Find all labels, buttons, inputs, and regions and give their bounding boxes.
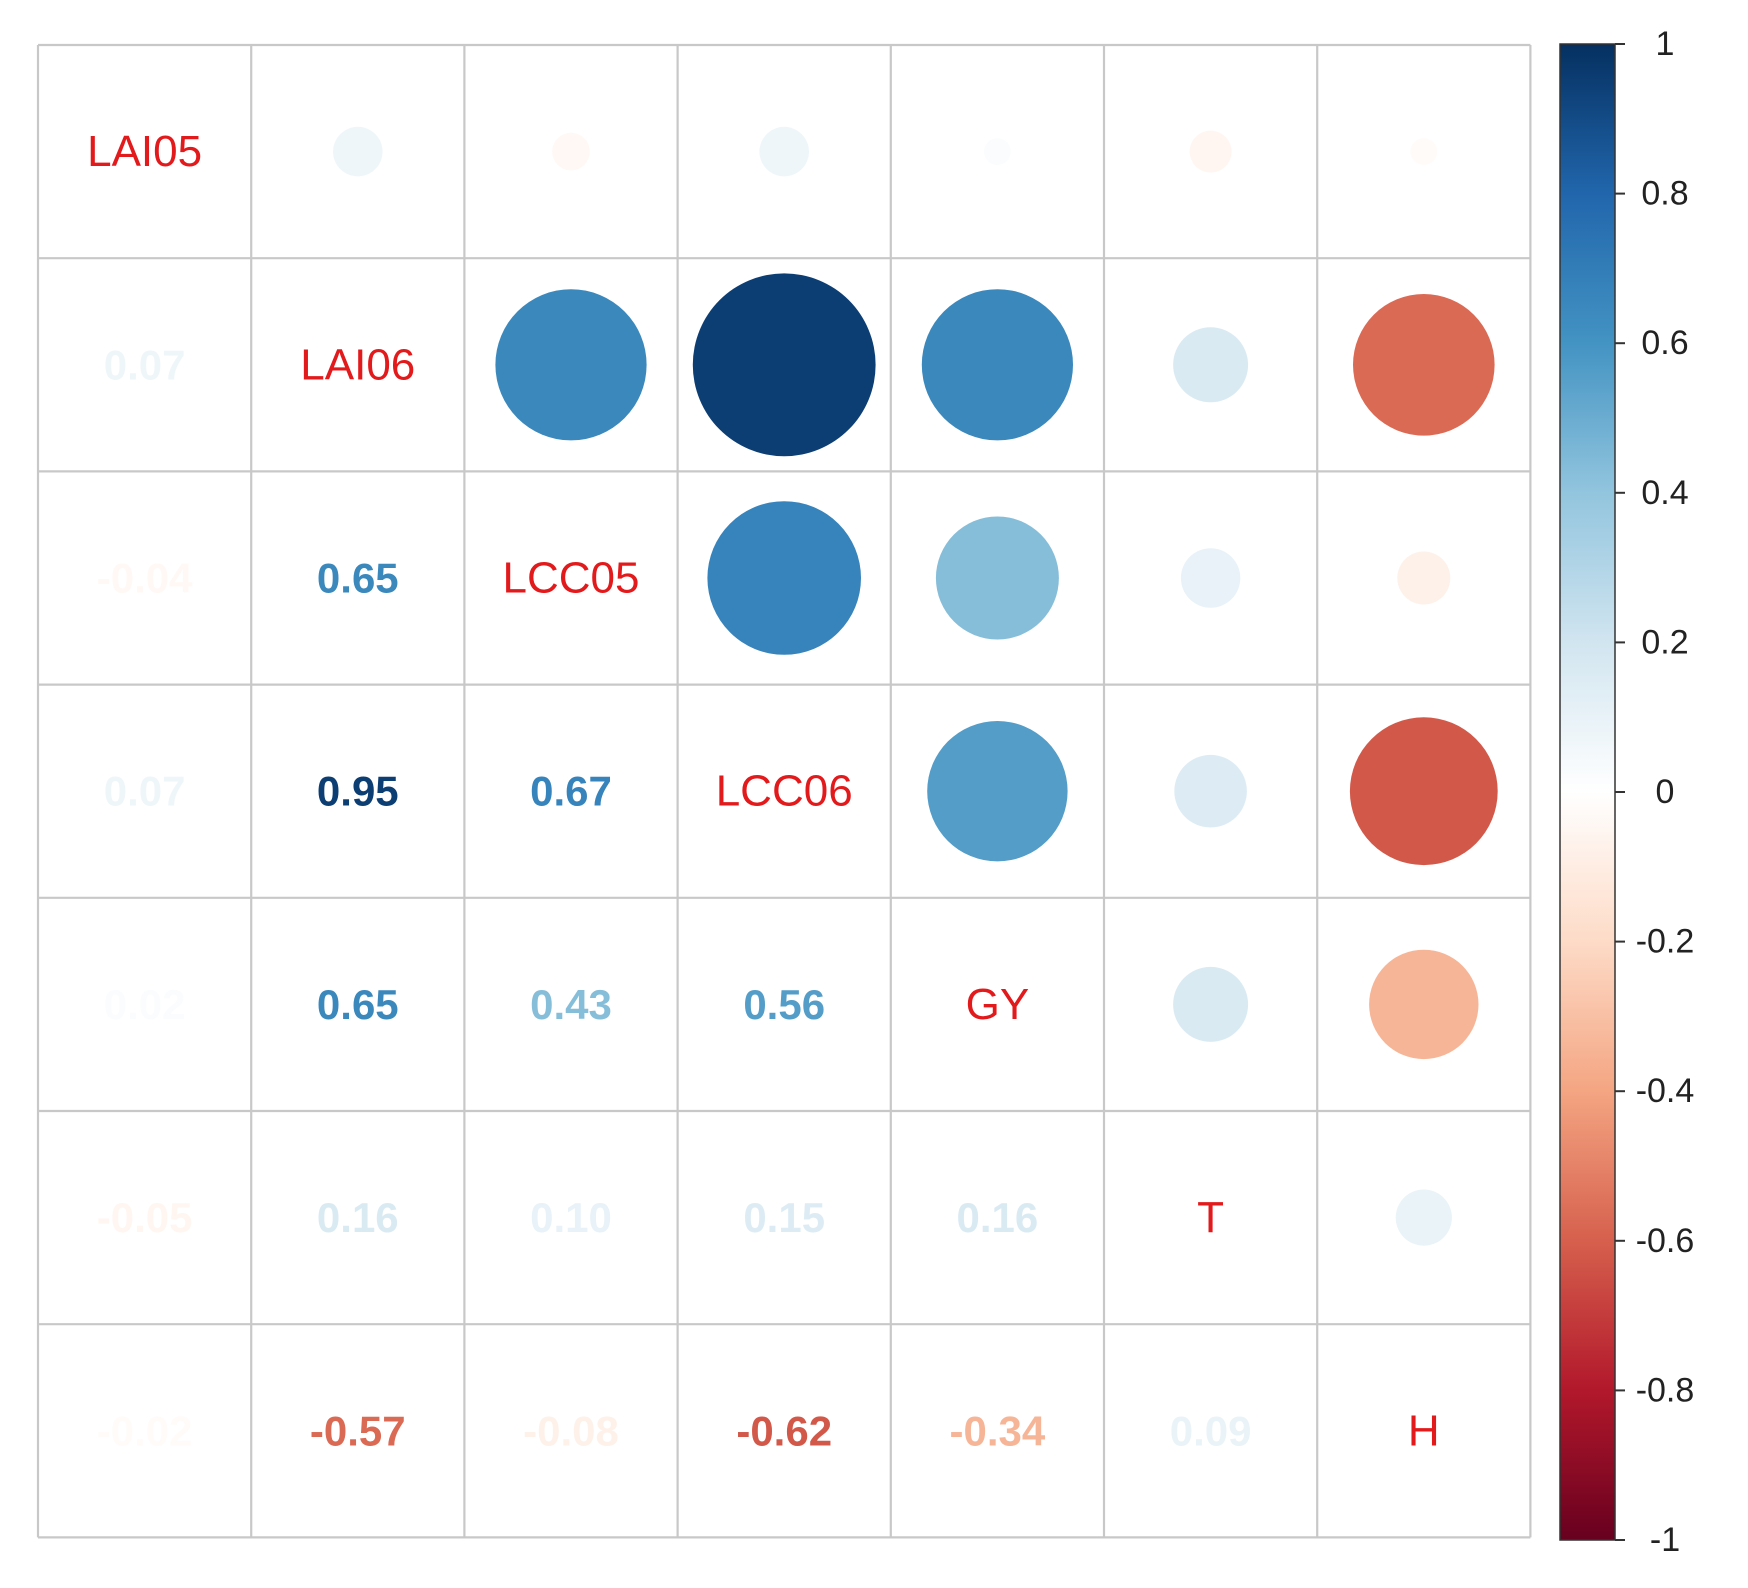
colorbar: 1 0.8 0.6 0.4 0.2 0 -0.2 -0.4 -0.6 -0.8 -1 (1559, 25, 1695, 1559)
corr-circle-lai06-t (1173, 327, 1249, 403)
corr-value-gy-lai05: 0.02 (104, 981, 186, 1028)
corr-value-gy-lcc06: 0.56 (743, 981, 825, 1028)
corr-circle-lai06-lcc06 (692, 273, 876, 457)
corr-value-t-gy: 0.16 (957, 1194, 1039, 1241)
corr-value-lcc06-lcc05: 0.67 (530, 768, 612, 815)
corr-circle-lai05-gy (984, 138, 1011, 165)
corr-circle-lai05-lcc06 (759, 126, 809, 177)
corr-circle-lai06-lcc05 (495, 289, 647, 441)
corr-circle-lcc05-t (1180, 548, 1241, 608)
corr-circle-lcc06-h (1349, 717, 1498, 866)
diagonal-label-lai06: LAI06 (300, 340, 415, 389)
corr-circle-lai05-lai06 (333, 126, 383, 177)
corr-value-t-lai05: -0.05 (97, 1194, 193, 1241)
corr-value-h-lai06: -0.57 (310, 1407, 406, 1454)
corr-circle-lcc06-gy (927, 721, 1068, 862)
corr-value-lcc06-lai05: 0.07 (104, 768, 186, 815)
diagonal-label-t: T (1197, 1193, 1224, 1242)
corr-value-h-lcc05: -0.08 (523, 1407, 619, 1454)
corr-circle-lcc06-t (1174, 754, 1247, 828)
corr-circle-lai06-h (1353, 294, 1495, 436)
diagonal-label-gy: GY (966, 980, 1030, 1029)
corr-circle-lai06-gy (921, 289, 1073, 441)
colorbar-tick-label: -0.4 (1636, 1072, 1695, 1110)
corr-circle-lai05-h (1410, 138, 1438, 165)
colorbar-tick-label: -0.2 (1636, 923, 1695, 961)
corr-circle-lcc05-lcc06 (707, 501, 861, 655)
corr-value-lcc05-lai05: -0.04 (97, 555, 193, 602)
diagonal-label-lai05: LAI05 (87, 127, 202, 176)
corr-value-t-lcc06: 0.15 (743, 1194, 825, 1241)
colorbar-gradient (1559, 43, 1616, 1541)
corr-value-h-gy: -0.34 (950, 1407, 1046, 1454)
colorbar-tick-label: -0.8 (1636, 1371, 1695, 1409)
colorbar-tick-label: 0.2 (1641, 623, 1688, 661)
colorbar-tick-label: 0.4 (1641, 474, 1688, 512)
colorbar-tick-label: 0.6 (1641, 324, 1688, 362)
corr-value-h-lcc06: -0.62 (736, 1407, 832, 1454)
diagonal-label-lcc06: LCC06 (716, 767, 853, 816)
corr-value-gy-lcc05: 0.43 (530, 981, 612, 1028)
corr-value-t-lai06: 0.16 (317, 1194, 399, 1241)
colorbar-tick-label: 1 (1656, 25, 1675, 63)
matrix-cells: LAI05 0.07 LAI06 -0.04 0.65 LCC05 0.07 0.95 0.67… (87, 126, 1498, 1455)
colorbar-tick-label: 0.8 (1641, 175, 1688, 213)
colorbar-tick-label: -1 (1650, 1521, 1680, 1559)
corr-value-t-lcc05: 0.10 (530, 1194, 612, 1241)
corr-value-gy-lai06: 0.65 (317, 981, 399, 1028)
colorbar-tick-label: -0.6 (1636, 1222, 1695, 1260)
corr-value-lcc06-lai06: 0.95 (317, 768, 399, 815)
corr-circle-t-h (1395, 1189, 1452, 1246)
corr-circle-lai05-lcc05 (552, 132, 590, 171)
colorbar-tick-label: 0 (1656, 773, 1675, 811)
diagonal-label-lcc05: LCC05 (503, 554, 640, 603)
corr-value-h-lai05: -0.02 (97, 1407, 193, 1454)
corr-circle-lcc05-gy (935, 516, 1059, 640)
corr-value-lcc05-lai06: 0.65 (317, 555, 399, 602)
corr-circle-gy-t (1173, 966, 1249, 1042)
corr-circle-lai05-t (1189, 130, 1232, 173)
corr-value-lai06-lai05: 0.07 (104, 341, 186, 388)
matrix-grid (36, 43, 1532, 1539)
corr-value-h-t: 0.09 (1170, 1407, 1252, 1454)
corr-circle-lcc05-h (1397, 551, 1451, 605)
diagonal-label-h: H (1408, 1406, 1440, 1455)
corr-circle-gy-h (1369, 949, 1479, 1060)
